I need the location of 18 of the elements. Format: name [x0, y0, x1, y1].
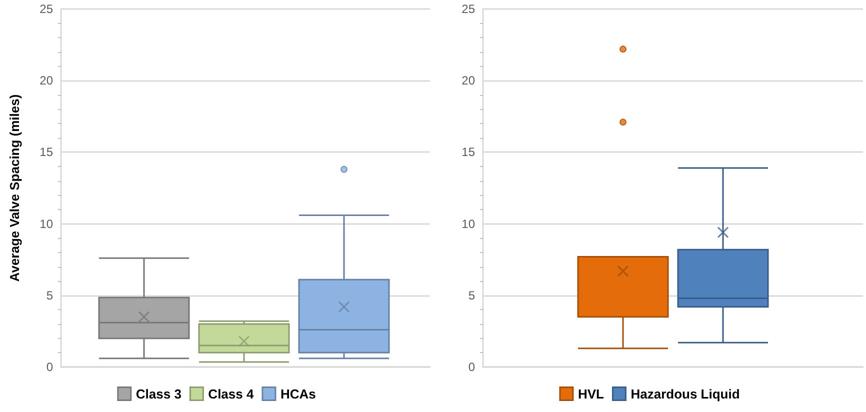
y-tick-label: 20: [40, 74, 54, 88]
y-tick-label: 25: [40, 2, 54, 16]
legend-label: Hazardous Liquid: [630, 386, 740, 402]
legend-label: HVL: [578, 386, 604, 402]
legend-label: Class 3: [136, 386, 182, 402]
legend-label: HCAs: [280, 386, 316, 402]
y-tick-label: 10: [40, 216, 54, 231]
y-tick-label: 5: [46, 288, 54, 302]
y-tick-label: 15: [462, 145, 476, 160]
y-axis-title: Average Valve Spacing (miles): [7, 94, 22, 282]
y-tick-label: 25: [462, 2, 476, 16]
y-tick-label: 0: [468, 360, 476, 374]
y-tick-label: 0: [46, 360, 54, 374]
y-tick-label: 20: [462, 74, 476, 88]
y-tick-label: 15: [40, 145, 54, 160]
y-tick-label: 5: [468, 288, 476, 302]
legend-label: Class 4: [208, 386, 254, 402]
y-tick-label: 10: [462, 216, 476, 231]
